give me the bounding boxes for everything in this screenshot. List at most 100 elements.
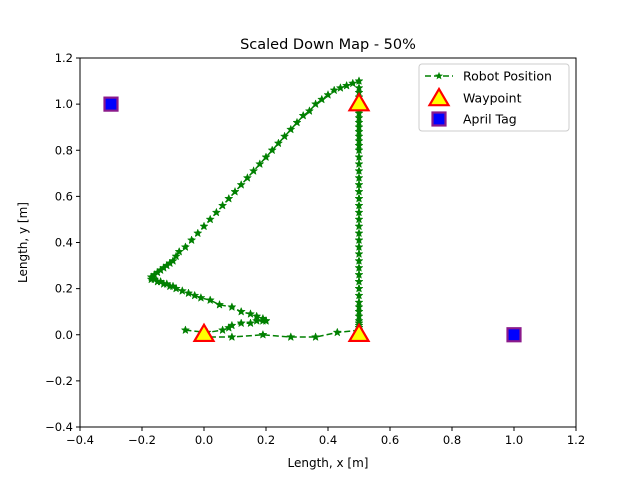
x-tick-label: 0.2 [257, 433, 275, 447]
robot-position-point [354, 283, 364, 293]
robot-position-point [258, 329, 268, 339]
series-layer [103, 76, 522, 343]
x-tick-label: 1.0 [505, 433, 523, 447]
robot-position-point [348, 78, 358, 88]
y-tick-label: −0.2 [45, 374, 73, 388]
y-axis-label: Length, y [m] [16, 202, 30, 283]
robot-position-point [354, 276, 364, 286]
robot-position-point [217, 200, 228, 210]
robot-position-point [245, 309, 256, 318]
robot-position-point [183, 288, 194, 298]
robot-position-point [354, 173, 364, 182]
robot-position-point [242, 173, 253, 182]
robot-position-point [227, 320, 237, 330]
robot-position-point [236, 318, 246, 328]
robot-position-point [236, 306, 246, 316]
robot-position-point [354, 262, 364, 272]
robot-position-point [279, 131, 290, 141]
robot-position-point [199, 221, 209, 231]
april-tag-marker [506, 327, 522, 343]
robot-position-point [286, 332, 296, 342]
robot-position-point [323, 90, 333, 99]
robot-position-point [354, 269, 364, 279]
robot-position-point [252, 311, 262, 321]
y-tick-label: 0.2 [55, 282, 73, 296]
robot-position-point [292, 117, 302, 127]
x-tick-label: 0.0 [195, 433, 213, 447]
y-tick-label: −0.4 [45, 420, 73, 434]
robot-position-point [354, 214, 364, 224]
robot-position-point [230, 186, 240, 196]
x-tick-label: 0.6 [381, 433, 399, 447]
y-tick-label: 0.0 [55, 328, 73, 342]
robot-position-point [354, 235, 364, 245]
robot-position-point [354, 76, 364, 86]
y-axis: −0.4 −0.2 0.0 0.2 0.4 0.6 0.8 1.0 1.2 [45, 51, 80, 434]
robot-position-point [261, 152, 271, 162]
robot-position-point [217, 325, 228, 335]
robot-position-point [354, 186, 364, 196]
waypoint-marker [347, 322, 371, 343]
robot-position-point [190, 290, 200, 300]
robot-position-point [174, 246, 184, 256]
robot-position-point [329, 85, 339, 95]
x-axis-label: Length, x [m] [288, 456, 369, 470]
legend-label: Robot Position [463, 69, 552, 84]
legend-label: April Tag [463, 112, 517, 127]
robot-position-point [354, 228, 364, 238]
robot-position-point [205, 214, 215, 224]
robot-position-point [227, 302, 237, 312]
robot-position-point [354, 145, 364, 155]
robot-position-point [298, 110, 308, 120]
legend-items: Robot Position Waypoint April Tag [425, 69, 552, 127]
robot-position-point [273, 138, 284, 148]
chart-title: Scaled Down Map - 50% [240, 37, 416, 53]
robot-position-point [258, 313, 268, 323]
legend-robot-marker [435, 71, 443, 80]
robot-position-point [354, 159, 364, 169]
robot-position-point [354, 290, 364, 300]
robot-position-point [171, 251, 181, 261]
robot-position-point [248, 166, 259, 175]
legend-frame [418, 63, 570, 132]
robot-position-point [193, 228, 203, 238]
y-tick-label: 1.2 [55, 51, 73, 65]
april-tag-marker [103, 96, 119, 112]
x-axis: −0.4 −0.2 0.0 0.2 0.4 0.6 0.8 1.0 1.2 [66, 427, 585, 447]
robot-position-point [354, 242, 364, 252]
robot-position-point [354, 179, 364, 189]
robot-position-point [354, 166, 364, 175]
robot-position-point [341, 80, 352, 90]
robot-position-point [354, 193, 364, 203]
x-tick-label: 0.4 [319, 433, 337, 447]
robot-position-point [168, 256, 178, 265]
robot-position-point [354, 256, 364, 265]
legend-waypoint-marker [427, 86, 451, 107]
robot-position-point [354, 200, 364, 210]
robot-position-point [227, 332, 237, 342]
robot-position-point [317, 94, 327, 104]
robot-position-point [310, 332, 321, 342]
y-tick-label: 0.4 [55, 236, 73, 250]
robot-position-point [186, 235, 197, 245]
x-tick-label: 0.8 [443, 433, 461, 447]
waypoint-marker [192, 322, 216, 343]
robot-position-point [245, 318, 256, 328]
legend: Robot Position Waypoint April Tag [418, 63, 570, 132]
robot-position-point [354, 152, 364, 162]
x-tick-label: −0.2 [128, 433, 156, 447]
robot-position-point [354, 221, 364, 231]
robot-position-point [211, 207, 222, 217]
x-tick-label: 1.2 [567, 433, 585, 447]
robot-position-point [180, 242, 191, 252]
y-tick-label: 0.6 [55, 189, 73, 203]
robot-position-point [196, 292, 206, 302]
robot-position-point [286, 124, 296, 134]
robot-position-point [354, 207, 364, 217]
robot-position-point [224, 193, 234, 203]
robot-position-point [255, 159, 265, 169]
x-tick-label: −0.4 [66, 433, 94, 447]
robot-position-point [335, 83, 346, 92]
robot-position-point [267, 145, 277, 155]
